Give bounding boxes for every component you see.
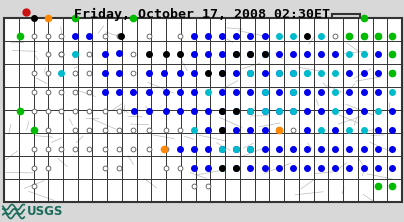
Text: USGS: USGS (27, 205, 63, 218)
Polygon shape (360, 14, 402, 18)
Bar (4, 18, 402, 202)
Text: Friday, October 17, 2008 02:30ET: Friday, October 17, 2008 02:30ET (74, 8, 330, 21)
Bar (4, 18, 402, 202)
Polygon shape (332, 14, 360, 18)
